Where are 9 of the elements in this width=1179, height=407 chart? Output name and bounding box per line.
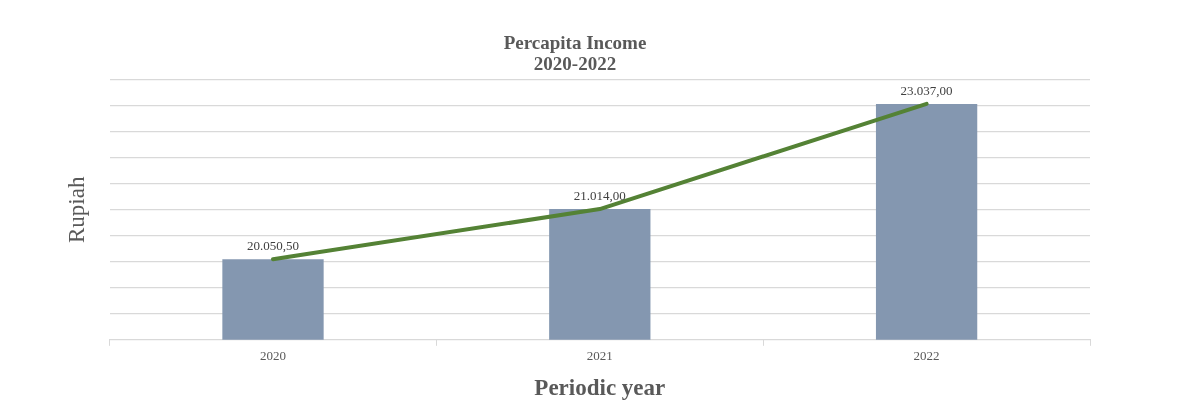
x-axis-title: Periodic year [534,375,666,401]
x-tick-label: 2022 [913,348,940,364]
y-axis-title: Rupiah [63,176,89,244]
data-label: 23.037,00 [900,82,953,98]
chart-title: Percapita Income 2020-2022 [503,32,647,75]
x-tick-label: 2020 [260,348,286,364]
data-label: 20.050,50 [247,238,299,254]
data-label: 21.014,00 [573,187,626,203]
x-tick-label: 2021 [586,348,613,364]
